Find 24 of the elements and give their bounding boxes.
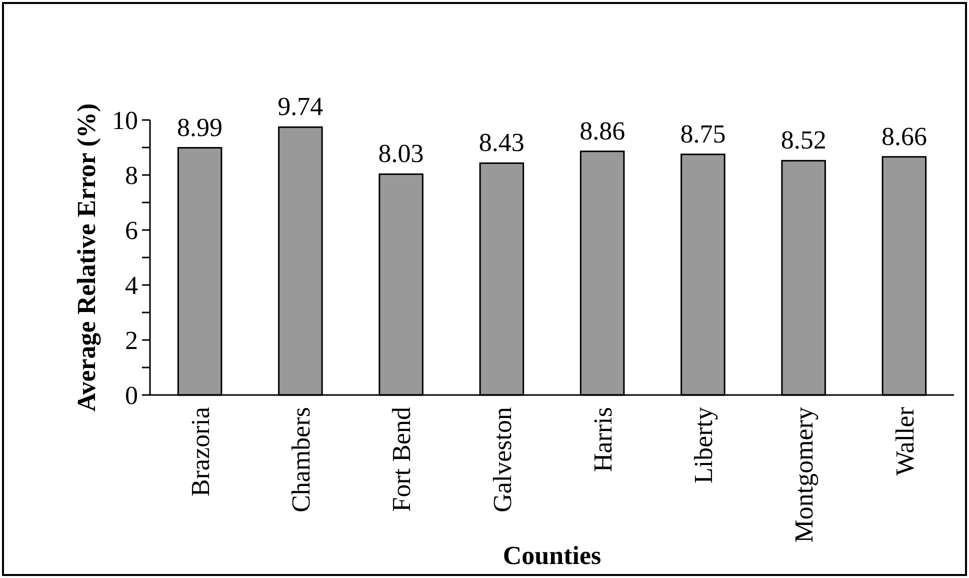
x-tick-label: Montgomery (790, 407, 819, 543)
data-label: 8.99 (177, 112, 223, 142)
y-axis-title: Average Relative Error (%) (72, 103, 101, 412)
y-tick-label: 8 (125, 161, 138, 190)
x-axis-title: Counties (502, 541, 602, 570)
y-tick-label: 10 (112, 106, 138, 136)
data-label: 8.03 (378, 139, 424, 168)
data-label: 8.66 (881, 122, 927, 151)
x-tick-label: Chambers (286, 407, 316, 512)
data-label: 8.43 (478, 128, 524, 158)
x-tick-label: Galveston (488, 407, 517, 512)
y-tick-label: 6 (125, 216, 138, 246)
y-tick-label: 2 (125, 326, 138, 356)
x-tick-label: Fort Bend (387, 407, 416, 512)
data-label: 8.52 (780, 126, 826, 155)
x-tick-label: Liberty (689, 407, 718, 484)
data-label: 9.74 (278, 92, 324, 122)
data-label: 8.75 (680, 119, 726, 148)
y-tick-label: 0 (125, 381, 138, 410)
x-tick-label: Brazoria (186, 406, 215, 497)
data-label: 8.86 (580, 116, 626, 146)
x-tick-label: Harris (588, 407, 618, 472)
y-tick-label: 4 (125, 271, 138, 300)
x-tick-label: Waller (890, 406, 920, 476)
